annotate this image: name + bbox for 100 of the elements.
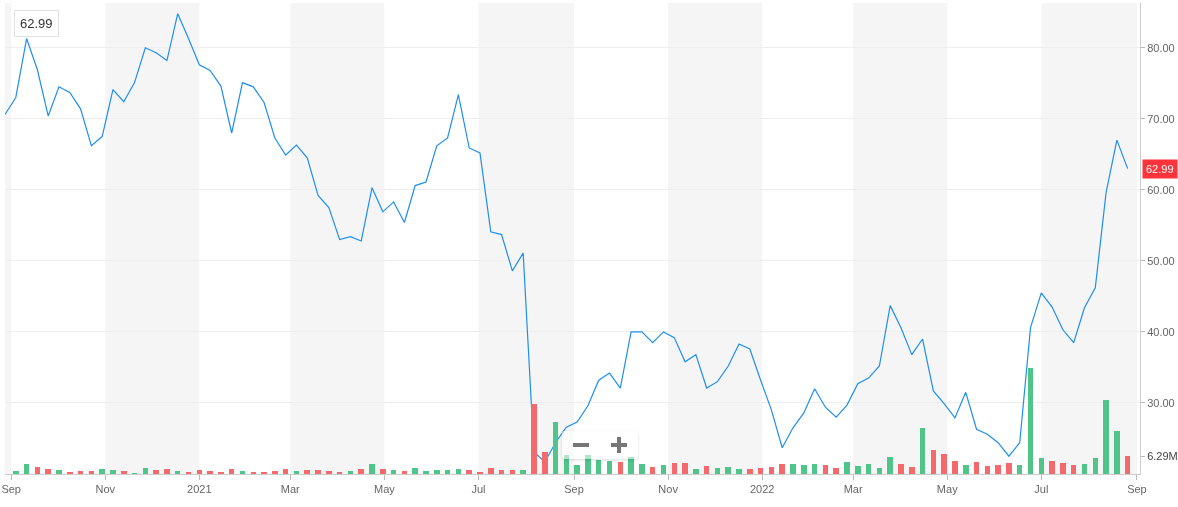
bar xyxy=(487,467,494,474)
bar xyxy=(941,454,947,474)
bar xyxy=(401,471,408,474)
bar xyxy=(423,471,429,474)
bar xyxy=(649,467,656,474)
bar xyxy=(714,468,721,474)
bar xyxy=(801,465,807,474)
bar xyxy=(790,463,796,474)
bar xyxy=(1049,460,1055,474)
bar xyxy=(574,465,580,474)
x-tick-label: 2021 xyxy=(187,483,212,496)
bar xyxy=(1006,462,1012,474)
y-tick-label: 40.00 xyxy=(1147,325,1175,338)
x-tick-label: Mar xyxy=(843,483,863,496)
bar xyxy=(628,457,634,474)
bar xyxy=(606,461,613,474)
bar xyxy=(1124,456,1131,474)
bar xyxy=(908,466,915,474)
bar xyxy=(617,462,624,474)
bar xyxy=(66,471,73,474)
x-tick-label: Nov xyxy=(95,483,116,496)
bar xyxy=(520,469,526,474)
annotation: 62.99 xyxy=(1146,163,1174,175)
bar xyxy=(1060,462,1066,474)
annotation: 62.99 xyxy=(20,16,53,31)
bar xyxy=(34,467,41,474)
x-tick-label: 2022 xyxy=(749,483,775,496)
bar xyxy=(855,465,861,474)
bar xyxy=(164,468,170,474)
x-tick-label: May xyxy=(373,483,396,496)
x-tick-label: Nov xyxy=(658,483,679,496)
y-tick-label: 30.00 xyxy=(1147,396,1175,409)
x-tick-label: Jul xyxy=(1034,483,1049,496)
bar xyxy=(99,468,105,474)
bar xyxy=(358,468,365,474)
bar xyxy=(962,465,969,474)
bar xyxy=(898,463,904,474)
bar xyxy=(466,469,472,474)
line-series xyxy=(5,13,1129,463)
bar xyxy=(585,455,591,474)
bar xyxy=(261,471,267,474)
bar xyxy=(563,455,570,474)
bar xyxy=(660,465,667,474)
bar xyxy=(725,467,732,474)
bar xyxy=(218,471,224,474)
bar xyxy=(207,471,213,474)
bar xyxy=(822,465,829,474)
bar xyxy=(272,471,278,474)
bar xyxy=(779,463,785,474)
bar xyxy=(531,404,537,474)
y-tick-label: 50.00 xyxy=(1147,254,1175,267)
bar xyxy=(1103,400,1109,474)
bar xyxy=(747,469,753,474)
bar xyxy=(595,460,602,474)
bar xyxy=(1016,465,1023,474)
bar xyxy=(682,463,688,474)
x-tick-label: Sep xyxy=(564,483,584,496)
bar xyxy=(952,460,958,474)
bar xyxy=(552,422,559,474)
bar xyxy=(110,469,116,474)
bar xyxy=(347,471,354,474)
bar xyxy=(13,471,19,474)
bar xyxy=(412,467,418,474)
bar xyxy=(369,464,375,474)
bar xyxy=(326,471,332,474)
bar xyxy=(434,469,440,474)
x-tick-label: Mar xyxy=(280,483,301,496)
bar xyxy=(671,463,678,474)
bar xyxy=(930,450,937,474)
bar xyxy=(1070,465,1077,474)
bar xyxy=(1027,368,1034,474)
bar xyxy=(380,468,386,474)
x-tick-label: May xyxy=(936,483,959,496)
bar xyxy=(844,461,850,474)
bar xyxy=(293,471,300,474)
bar xyxy=(541,452,548,474)
bar xyxy=(153,469,159,474)
bar xyxy=(887,456,893,474)
bar xyxy=(736,469,742,474)
x-tick-label: Sep xyxy=(1,483,21,496)
bar xyxy=(703,466,710,474)
bar xyxy=(833,467,839,474)
y-tick-label: 70.00 xyxy=(1147,112,1175,125)
bar xyxy=(477,471,483,474)
bar xyxy=(174,471,181,474)
bar xyxy=(315,469,321,474)
bar xyxy=(995,465,1001,474)
bar xyxy=(1114,431,1120,474)
x-tick-label: Sep xyxy=(1127,483,1147,496)
y-tick-label: 60.00 xyxy=(1147,183,1175,196)
bar xyxy=(77,471,84,474)
bar xyxy=(88,471,95,474)
bar xyxy=(693,469,699,474)
bar xyxy=(120,471,127,474)
y2-tick-label: 6.29M xyxy=(1147,449,1178,462)
y-tick-label: 80.00 xyxy=(1147,41,1175,54)
bar xyxy=(239,471,246,474)
bar xyxy=(45,468,51,474)
bar xyxy=(56,469,62,474)
bar xyxy=(639,464,645,474)
